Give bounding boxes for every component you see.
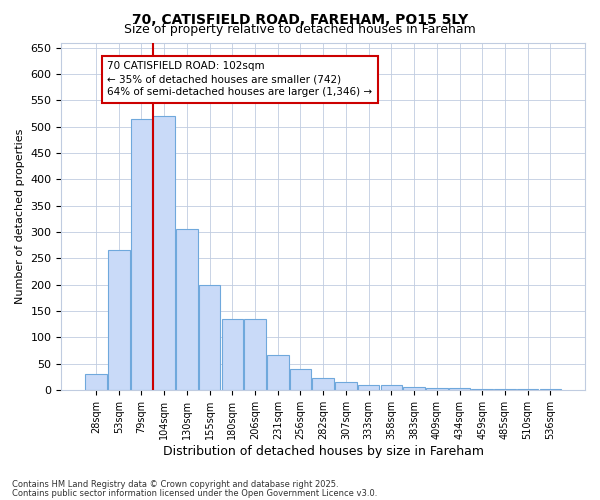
Bar bbox=[108, 250, 130, 390]
Bar bbox=[290, 369, 311, 390]
Bar bbox=[244, 319, 266, 390]
Bar bbox=[313, 378, 334, 390]
Text: Contains HM Land Registry data © Crown copyright and database right 2025.: Contains HM Land Registry data © Crown c… bbox=[12, 480, 338, 489]
Bar bbox=[335, 382, 357, 390]
Bar bbox=[403, 387, 425, 390]
Bar bbox=[380, 385, 402, 390]
Text: Size of property relative to detached houses in Fareham: Size of property relative to detached ho… bbox=[124, 22, 476, 36]
Bar bbox=[221, 319, 243, 390]
Bar bbox=[199, 284, 220, 390]
Bar bbox=[426, 388, 448, 390]
Bar bbox=[517, 389, 538, 390]
Bar bbox=[449, 388, 470, 390]
Bar bbox=[539, 389, 561, 390]
Bar bbox=[85, 374, 107, 390]
Bar bbox=[154, 116, 175, 390]
Text: 70 CATISFIELD ROAD: 102sqm
← 35% of detached houses are smaller (742)
64% of sem: 70 CATISFIELD ROAD: 102sqm ← 35% of deta… bbox=[107, 61, 373, 98]
Bar bbox=[176, 230, 197, 390]
Text: Contains public sector information licensed under the Open Government Licence v3: Contains public sector information licen… bbox=[12, 488, 377, 498]
Bar bbox=[472, 389, 493, 390]
Bar bbox=[267, 354, 289, 390]
Bar bbox=[358, 385, 379, 390]
Y-axis label: Number of detached properties: Number of detached properties bbox=[15, 128, 25, 304]
X-axis label: Distribution of detached houses by size in Fareham: Distribution of detached houses by size … bbox=[163, 444, 484, 458]
Bar bbox=[494, 389, 516, 390]
Text: 70, CATISFIELD ROAD, FAREHAM, PO15 5LY: 70, CATISFIELD ROAD, FAREHAM, PO15 5LY bbox=[132, 12, 468, 26]
Bar bbox=[131, 119, 152, 390]
